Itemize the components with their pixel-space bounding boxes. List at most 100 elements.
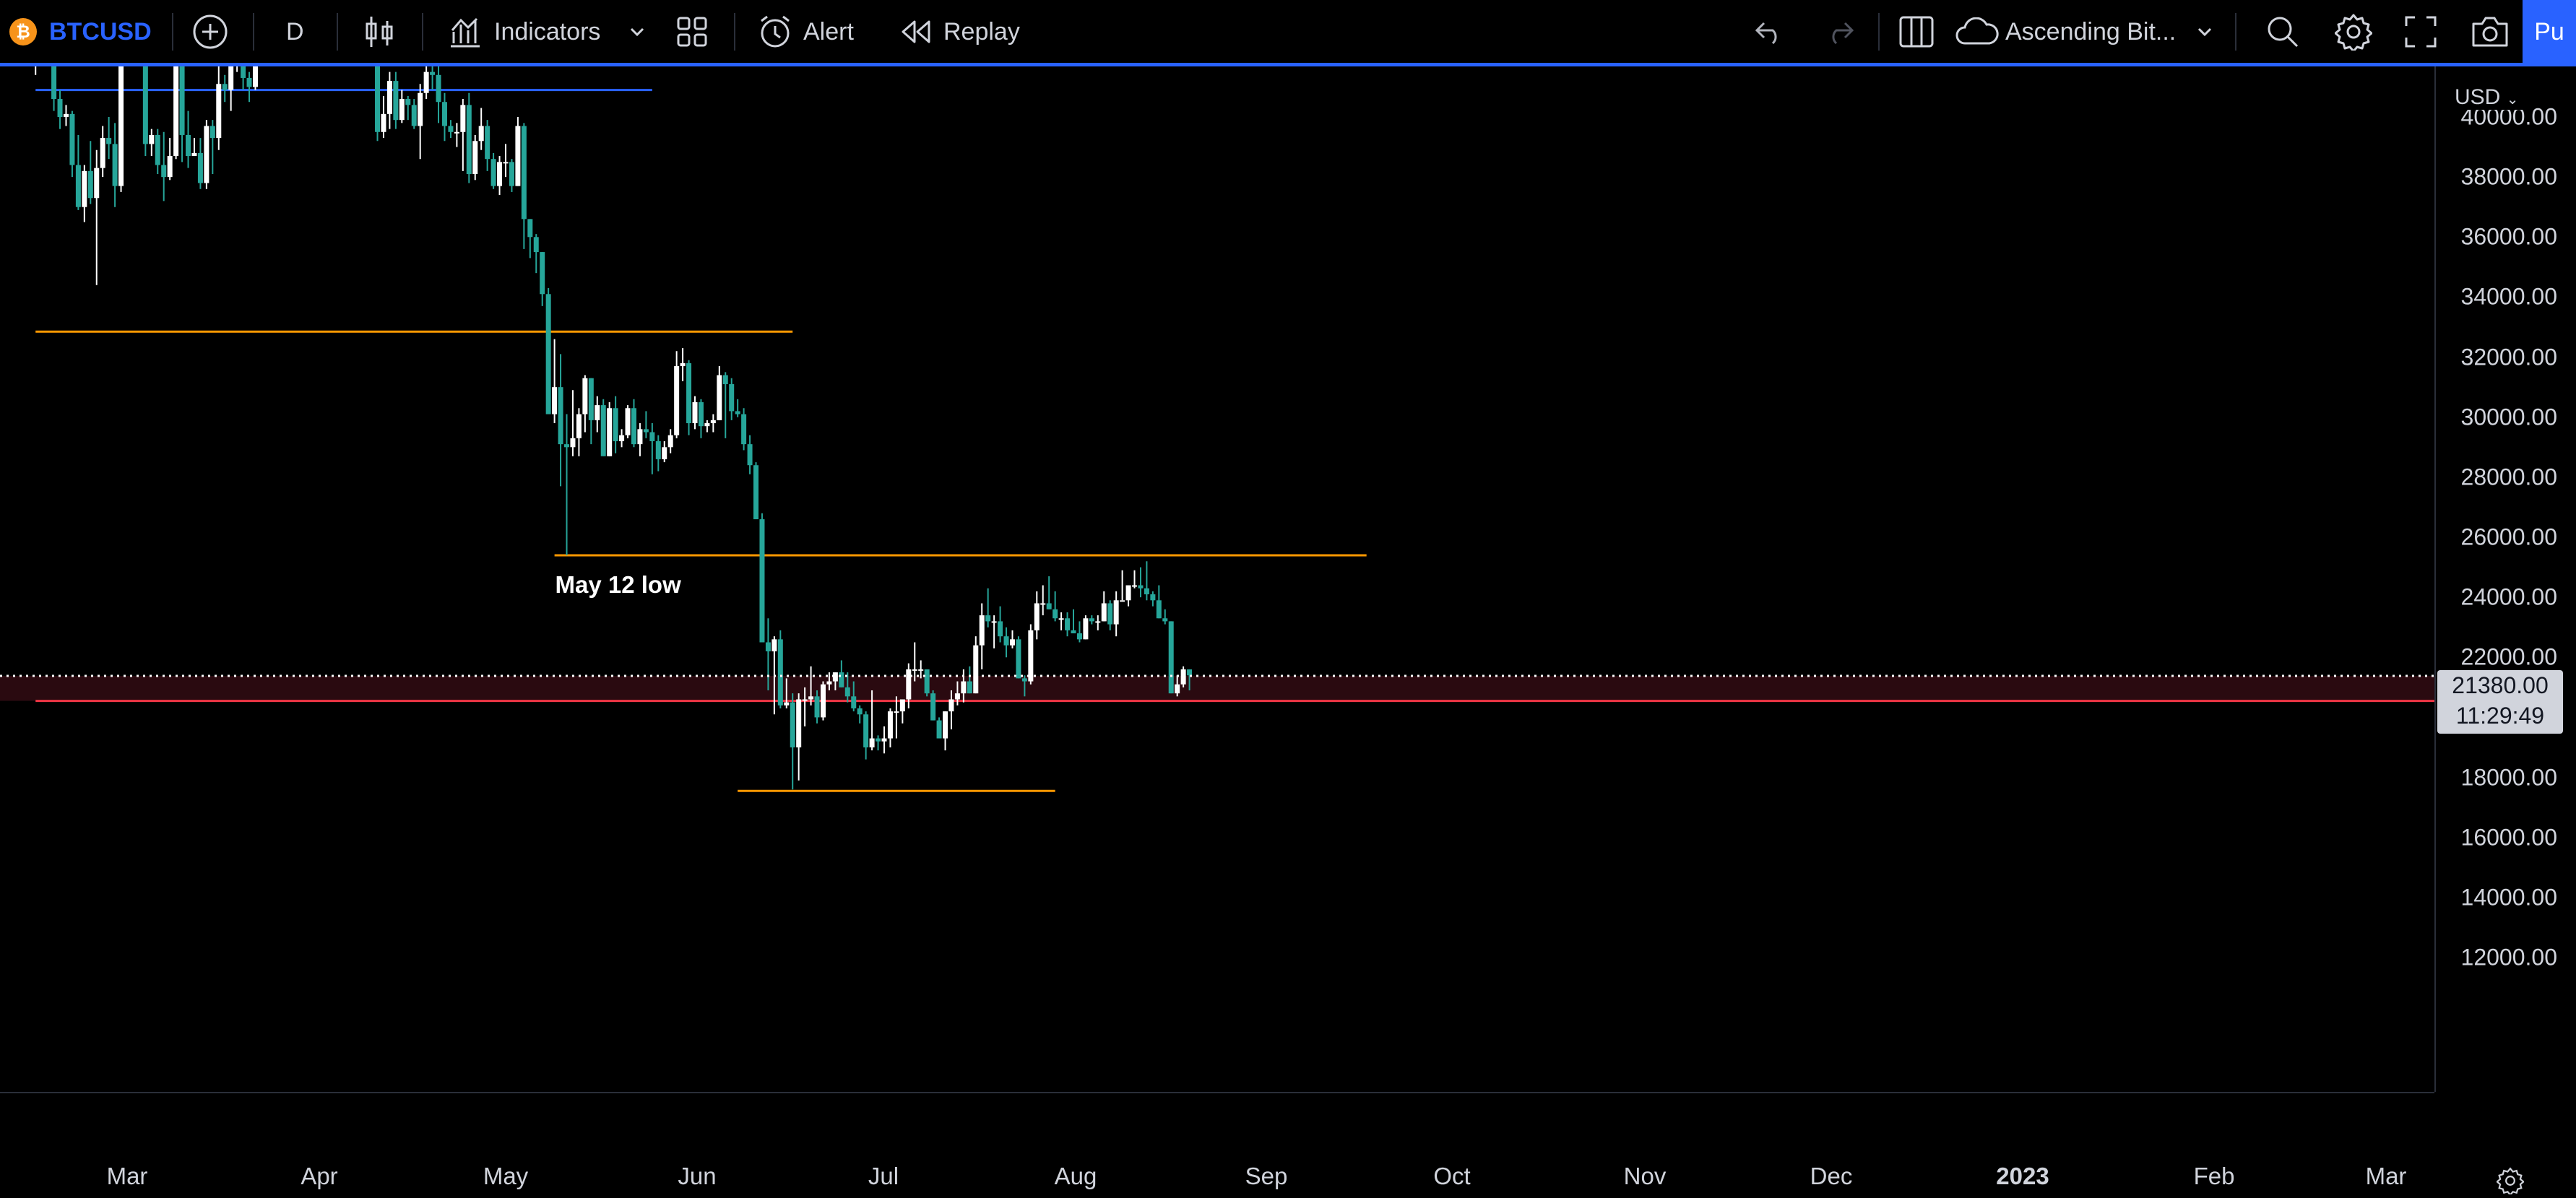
candle-body	[460, 105, 466, 132]
candle-body	[448, 126, 454, 132]
alert-icon	[757, 14, 793, 50]
candle-body	[228, 66, 234, 90]
chevron-down-icon	[2197, 27, 2212, 37]
candlestick-chart[interactable]	[0, 66, 2434, 1092]
candle-body	[777, 639, 783, 706]
candle-body	[503, 162, 509, 164]
undo-icon[interactable]	[1754, 0, 1786, 64]
replay-button[interactable]: Replay	[900, 0, 1020, 64]
candle-body	[436, 74, 441, 103]
candle-body	[1058, 618, 1064, 620]
candle-body	[1138, 585, 1144, 589]
candle-body	[1125, 585, 1131, 601]
candle-body	[552, 387, 558, 414]
candle-body	[698, 401, 704, 427]
publish-button[interactable]: Pu	[2523, 0, 2576, 64]
candle-body	[655, 440, 661, 459]
time-axis[interactable]: Mar Apr May Jun Jul Aug Sep Oct Nov Dec 2023 Feb Mar	[0, 1163, 2434, 1197]
candle-body	[1003, 636, 1009, 646]
candle-body	[973, 645, 979, 694]
candle-body	[1021, 678, 1027, 682]
layout-menu-button[interactable]: Ascending Bit...	[1955, 0, 2212, 64]
indicators-button[interactable]: Indicators	[448, 0, 600, 64]
candle-body	[399, 99, 405, 121]
currency-selector[interactable]: USD ⌄	[2450, 85, 2523, 110]
add-symbol-icon[interactable]	[192, 0, 228, 64]
symbol-search[interactable]: ₿ BTCUSD	[9, 0, 152, 64]
candle-body	[667, 435, 673, 448]
candle-body	[82, 170, 87, 207]
candle-body	[112, 144, 118, 186]
time-tick-label: Mar	[106, 1163, 148, 1189]
cloud-icon	[1955, 17, 2000, 46]
candle-body	[386, 81, 392, 114]
layout-icon[interactable]	[1898, 0, 1935, 64]
candle-body	[765, 642, 771, 651]
support-zone	[0, 676, 2434, 701]
candle-body	[814, 696, 820, 718]
price-tick-label: 32000.00	[2460, 344, 2557, 370]
candle-body	[375, 66, 381, 132]
candle-body	[1144, 588, 1149, 594]
fullscreen-icon[interactable]	[2404, 0, 2437, 64]
candle-body	[906, 669, 912, 700]
candle-body	[51, 66, 57, 100]
redo-icon[interactable]	[1823, 0, 1855, 64]
gear-icon[interactable]	[2496, 1167, 2525, 1198]
interval-button[interactable]: D	[286, 0, 304, 64]
candle-body	[741, 414, 747, 445]
candle-body	[869, 738, 875, 747]
price-tick-label: 12000.00	[2460, 944, 2557, 971]
candle-body	[1053, 609, 1058, 619]
camera-icon[interactable]	[2471, 0, 2510, 64]
candle-body	[588, 378, 594, 420]
publish-label: Pu	[2534, 17, 2564, 45]
alert-button[interactable]: Alert	[757, 0, 854, 64]
price-tick-label: 36000.00	[2460, 223, 2557, 250]
symbol-name: BTCUSD	[49, 17, 152, 45]
candle-body	[1120, 600, 1125, 602]
candle-body	[1156, 600, 1162, 619]
text-annotation[interactable]: May 12 low	[555, 570, 681, 598]
candle-body	[1095, 621, 1101, 623]
axis-settings[interactable]	[2432, 1164, 2576, 1197]
templates-icon[interactable]	[676, 0, 708, 64]
time-tick-label: Sep	[1245, 1163, 1288, 1189]
candle-body	[747, 444, 753, 466]
candle-body	[173, 66, 179, 157]
candle-body	[735, 411, 740, 414]
candle-body	[998, 621, 1003, 637]
candle-body	[1089, 618, 1094, 622]
candle-body	[497, 162, 503, 186]
candle-body	[222, 84, 228, 90]
candle-body	[967, 681, 972, 694]
candle-body	[600, 405, 606, 456]
candle-body	[558, 387, 563, 445]
candle-body	[533, 237, 539, 253]
candles-icon[interactable]	[363, 0, 396, 64]
candle-body	[918, 669, 924, 671]
candle-body	[1083, 618, 1089, 640]
search-icon[interactable]	[2265, 0, 2300, 64]
chevron-down-icon[interactable]	[630, 0, 644, 64]
candle-body	[209, 126, 215, 139]
gear-icon[interactable]	[2335, 0, 2372, 64]
candle-body	[820, 684, 826, 718]
toolbar-divider	[172, 13, 173, 51]
price-axis[interactable]: 40000.00 38000.00 36000.00 34000.00 32000.00…	[2434, 66, 2576, 1092]
last-price-label: 21380.00 11:29:49	[2437, 670, 2563, 734]
time-tick-label: Nov	[1623, 1163, 1667, 1189]
candle-body	[796, 699, 802, 747]
currency-label: USD	[2455, 85, 2501, 109]
candle-body	[540, 252, 545, 295]
candle-body	[485, 126, 490, 160]
chart-pane[interactable]: May 12 low	[0, 66, 2434, 1092]
alert-label: Alert	[803, 17, 854, 45]
candle-body	[69, 113, 75, 165]
toolbar-divider	[1878, 13, 1880, 51]
candle-body	[954, 693, 960, 700]
candle-body	[1113, 600, 1119, 625]
candle-body	[979, 615, 985, 646]
candle-body	[790, 702, 795, 747]
candle-body	[717, 375, 722, 420]
